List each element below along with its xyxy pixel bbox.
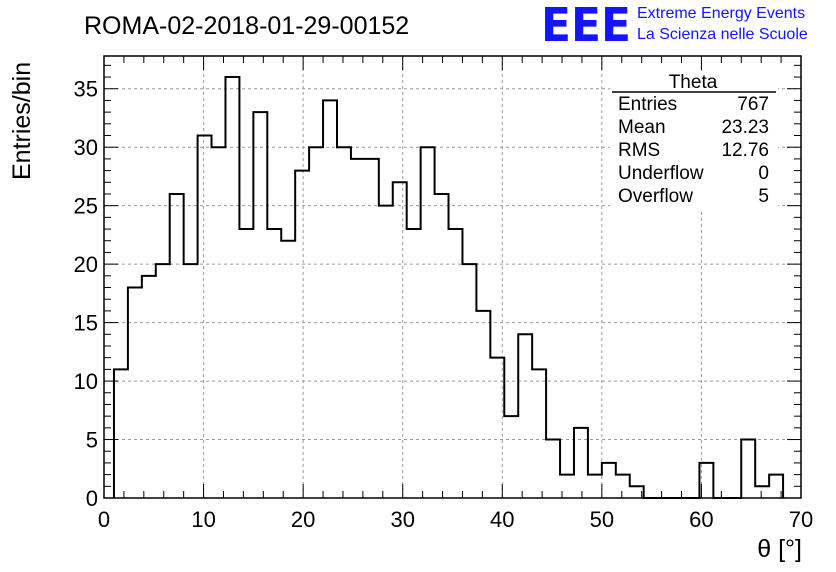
stats-value: 23.23 [721,117,769,138]
x-tick-label: 40 [490,507,514,532]
stats-label: Mean [618,117,666,138]
y-tick-labels: 0 5 10 15 20 25 30 35 [74,77,98,511]
x-axis-label: θ [°] [757,535,802,563]
y-tick-label: 25 [74,194,98,219]
stats-label: Overflow [618,186,693,207]
y-tick-label: 20 [74,252,98,277]
x-tick-label: 0 [98,507,110,532]
x-tick-labels: 0 10 20 30 40 50 60 70 [98,507,813,532]
stats-label: RMS [618,140,660,161]
grid-lines [104,56,801,498]
chart-title: ROMA-02-2018-01-29-00152 [84,12,409,40]
x-tick-label: 50 [590,507,614,532]
stats-row-underflow: Underflow 0 [618,163,769,184]
stats-value: 767 [737,94,769,115]
logo-line-2: La Scienza nelle Scuole [637,26,808,43]
eee-logo: EEE Extreme Energy Events La Scienza nel… [541,0,808,52]
stats-title: Theta [669,72,718,93]
stats-value: 5 [758,186,769,207]
logo-mark: EEE [541,0,631,52]
stats-row-entries: Entries 767 [618,94,769,115]
y-tick-label: 15 [74,311,98,336]
x-tick-label: 10 [191,507,215,532]
stats-row-rms: RMS 12.76 [618,140,769,161]
axis-ticks [103,56,802,499]
logo-line-1: Extreme Energy Events [637,5,805,22]
y-tick-label: 0 [86,486,98,511]
stats-box: Theta Entries 767 Mean 23.23 RMS 12.76 U… [610,71,778,211]
plot-frame [103,55,802,499]
stats-row-mean: Mean 23.23 [618,117,769,138]
y-tick-label: 35 [74,77,98,102]
x-tick-label: 60 [689,507,713,532]
stats-value: 12.76 [721,140,769,161]
y-axis-label: Entries/bin [8,62,36,180]
stats-label: Entries [618,94,677,115]
y-tick-label: 10 [74,369,98,394]
x-tick-label: 30 [390,507,414,532]
stats-row-overflow: Overflow 5 [618,186,769,207]
stats-value: 0 [758,163,769,184]
stats-label: Underflow [618,163,704,184]
x-tick-label: 70 [789,507,813,532]
y-tick-label: 30 [74,135,98,160]
x-tick-label: 20 [291,507,315,532]
y-tick-label: 5 [86,428,98,453]
